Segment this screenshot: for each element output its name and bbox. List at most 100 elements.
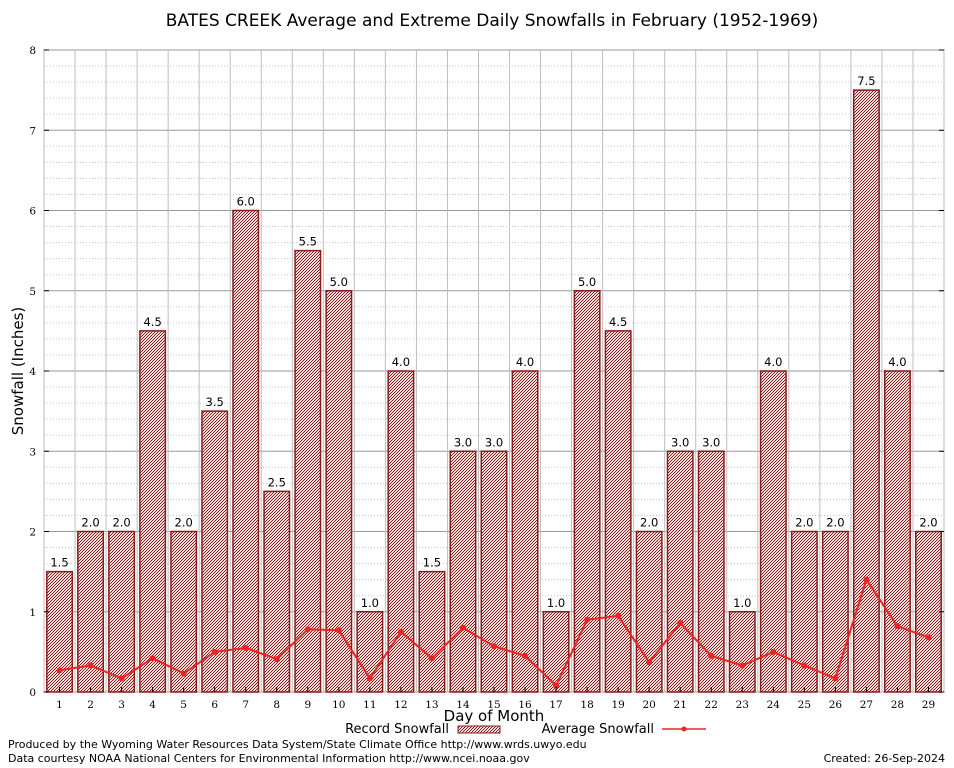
average-point xyxy=(739,662,746,669)
bar-value-label: 1.5 xyxy=(423,556,441,570)
x-tick-label: 14 xyxy=(456,699,470,711)
record-snowfall-bars xyxy=(46,89,942,693)
average-snowfall-line xyxy=(56,576,932,689)
x-tick-label: 12 xyxy=(394,699,407,711)
x-tick-label: 26 xyxy=(829,699,843,711)
y-tick-label: 7 xyxy=(29,125,36,137)
x-tick-label: 21 xyxy=(674,699,687,711)
average-point xyxy=(491,643,497,650)
x-tick-label: 17 xyxy=(549,699,562,711)
bar-value-label: 5.0 xyxy=(578,275,596,289)
average-point xyxy=(459,624,466,631)
y-tick-label: 0 xyxy=(29,687,36,699)
record-bar xyxy=(728,611,756,693)
x-tick-label: 5 xyxy=(180,699,187,711)
bar-value-label: 4.0 xyxy=(516,355,534,369)
average-point xyxy=(56,667,63,674)
bar-value-label: 7.5 xyxy=(857,74,875,88)
record-bar xyxy=(232,209,260,693)
y-axis-title: Snowfall (Inches) xyxy=(9,307,27,435)
record-bar xyxy=(542,611,570,693)
average-point xyxy=(428,655,435,662)
x-tick-label: 9 xyxy=(304,699,311,711)
average-point xyxy=(522,652,529,659)
y-tick-label: 5 xyxy=(29,286,36,298)
bar-value-label: 2.5 xyxy=(268,475,286,489)
record-bar xyxy=(666,450,694,693)
record-bar xyxy=(604,330,632,693)
record-bar xyxy=(480,450,508,693)
bar-value-label: 4.0 xyxy=(392,355,410,369)
bar-value-label: 4.0 xyxy=(888,355,906,369)
bar-data-labels: 1.5 2.0 2.0 4.5 2.0 3.5 6.0 2.5 5.5 5.0 1.0 4.0 1.5 3… xyxy=(50,74,937,610)
record-bar xyxy=(852,89,880,693)
bar-value-label: 2.0 xyxy=(919,516,937,530)
record-bar xyxy=(883,370,911,693)
bar-value-label: 2.0 xyxy=(826,516,844,530)
x-tick-label: 20 xyxy=(642,699,655,711)
average-point xyxy=(708,652,715,659)
footer-data-source: Data courtesy NOAA National Centers for … xyxy=(8,752,530,765)
y-tick-label: 8 xyxy=(29,45,36,57)
average-point xyxy=(677,619,684,626)
bar-value-label: 2.0 xyxy=(795,516,813,530)
x-tick-label: 11 xyxy=(363,699,376,711)
average-point xyxy=(832,675,839,682)
legend: Record Snowfall Average Snowfall xyxy=(345,722,706,737)
y-tick-label: 4 xyxy=(29,366,36,378)
record-bar xyxy=(573,290,601,693)
x-tick-label: 2 xyxy=(87,699,94,711)
bar-value-label: 1.5 xyxy=(50,556,68,570)
average-point xyxy=(304,626,311,633)
record-bar xyxy=(915,530,942,693)
x-tick-label: 1 xyxy=(56,699,63,711)
average-point xyxy=(211,648,218,655)
x-axis-ticks: 1 2 3 4 5 6 7 8 9 10 11 12 13 14 15 16 17 18 19 20 21 22 23 24 2… xyxy=(56,687,935,711)
average-point xyxy=(894,623,901,630)
footer-created-date: Created: 26-Sep-2024 xyxy=(824,752,945,765)
bar-value-label: 1.0 xyxy=(547,596,565,610)
x-tick-label: 18 xyxy=(580,699,593,711)
x-tick-label: 15 xyxy=(487,699,500,711)
x-axis-title: Day of Month xyxy=(444,707,545,725)
bar-value-label: 6.0 xyxy=(237,195,255,209)
record-bar xyxy=(294,249,322,693)
record-bar xyxy=(46,570,73,693)
average-point xyxy=(925,634,932,641)
average-point xyxy=(335,627,342,634)
average-point xyxy=(646,659,653,666)
average-point xyxy=(242,644,249,651)
x-tick-label: 29 xyxy=(922,699,935,711)
bar-value-label: 5.5 xyxy=(299,235,317,249)
legend-average-marker xyxy=(681,726,687,732)
bar-value-label: 4.5 xyxy=(609,315,627,329)
record-bar xyxy=(635,530,663,693)
record-bar xyxy=(418,570,446,693)
record-bar xyxy=(201,410,229,693)
bar-value-label: 3.0 xyxy=(485,435,503,449)
y-tick-label: 2 xyxy=(29,527,36,539)
bar-value-label: 3.0 xyxy=(702,435,720,449)
average-point xyxy=(770,648,777,655)
average-point xyxy=(118,675,125,682)
legend-record-label: Record Snowfall xyxy=(345,722,449,737)
x-tick-label: 13 xyxy=(425,699,438,711)
average-point xyxy=(273,656,280,663)
average-point xyxy=(863,576,870,583)
x-tick-label: 27 xyxy=(860,699,873,711)
x-tick-label: 7 xyxy=(242,699,249,711)
bar-value-label: 2.0 xyxy=(175,516,193,530)
x-tick-label: 24 xyxy=(767,699,781,711)
x-tick-label: 8 xyxy=(273,699,280,711)
x-tick-label: 3 xyxy=(118,699,125,711)
record-bar xyxy=(759,370,787,693)
record-bar xyxy=(449,450,477,693)
footer-producer: Produced by the Wyoming Water Resources … xyxy=(8,738,587,751)
average-point xyxy=(615,612,622,619)
y-tick-label: 1 xyxy=(29,607,36,619)
bar-value-label: 2.0 xyxy=(81,516,99,530)
record-bar xyxy=(108,530,136,693)
y-tick-label: 6 xyxy=(29,206,36,218)
x-tick-label: 10 xyxy=(332,699,345,711)
